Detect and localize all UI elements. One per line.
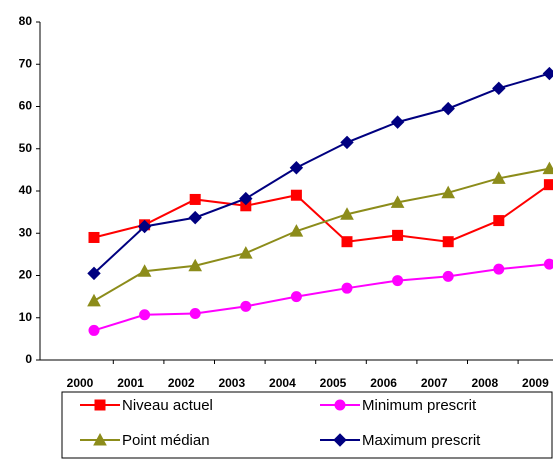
legend-marker (93, 432, 107, 446)
data-point (238, 246, 253, 259)
y-tick-label: 40 (19, 183, 33, 197)
data-point (390, 115, 405, 129)
data-point (188, 258, 203, 272)
data-point (88, 324, 100, 336)
x-tick-label: 2005 (320, 376, 347, 390)
data-point (137, 264, 152, 277)
x-tick-label: 2004 (269, 376, 296, 390)
data-point (87, 266, 101, 281)
data-point (239, 191, 253, 206)
data-point (543, 258, 553, 270)
x-tick-label: 2003 (218, 376, 245, 390)
data-point (189, 308, 201, 320)
y-tick-label: 20 (19, 268, 33, 282)
x-tick-label: 2000 (67, 376, 94, 390)
data-point (442, 270, 454, 282)
data-point (289, 224, 304, 237)
legend-label: Maximum prescrit (362, 432, 481, 449)
x-tick-label: 2009 (522, 376, 549, 390)
y-tick-label: 10 (19, 310, 33, 324)
data-point (290, 189, 302, 201)
y-tick-label: 30 (19, 225, 33, 239)
data-point (340, 135, 354, 150)
data-point (442, 236, 454, 248)
data-point (87, 293, 101, 307)
data-point (542, 161, 553, 175)
data-point (340, 207, 354, 220)
series-line (93, 263, 550, 332)
legend-marker (333, 433, 347, 447)
data-point (441, 185, 456, 199)
series-line (93, 167, 550, 302)
y-tick-label: 60 (19, 99, 33, 113)
data-point (289, 161, 304, 175)
data-point (491, 171, 506, 184)
x-tick-label: 2001 (117, 376, 144, 390)
data-point (88, 231, 100, 243)
data-point (188, 210, 202, 225)
data-point (493, 215, 505, 227)
data-point (189, 193, 201, 205)
series-line (93, 183, 550, 243)
legend-label: Minimum prescrit (362, 397, 477, 414)
data-point (543, 179, 553, 191)
legend-box (61, 391, 553, 459)
y-tick-label: 0 (25, 352, 32, 366)
data-point (542, 66, 553, 81)
y-tick-label: 70 (19, 56, 33, 70)
legend-label: Niveau actuel (122, 397, 213, 414)
x-tick-label: 2008 (471, 376, 498, 390)
y-tick-label: 50 (19, 141, 33, 155)
data-point (392, 229, 404, 241)
data-point (341, 282, 353, 294)
x-tick-label: 2007 (421, 376, 448, 390)
x-tick-label: 2006 (370, 376, 397, 390)
legend-marker (334, 399, 346, 411)
data-point (493, 263, 505, 275)
data-point (392, 275, 404, 287)
data-point (492, 81, 506, 96)
data-point (441, 101, 455, 116)
data-point (290, 291, 302, 303)
data-point (137, 219, 152, 234)
series-line (93, 72, 550, 275)
y-tick-label: 80 (19, 14, 33, 28)
data-point (390, 195, 405, 208)
legend-marker (94, 399, 106, 411)
data-point (139, 309, 151, 321)
data-point (240, 300, 252, 312)
x-tick-label: 2002 (168, 376, 195, 390)
data-point (341, 236, 353, 248)
legend-label: Point médian (122, 432, 210, 449)
